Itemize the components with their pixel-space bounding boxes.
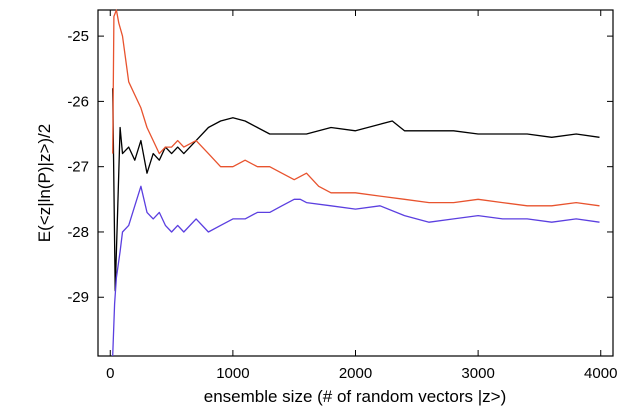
x-axis-title: ensemble size (# of random vectors |z>) [204,387,507,406]
x-tick-label: 2000 [339,365,372,382]
y-axis: -29 -28 -27 -26 -25 [67,28,613,306]
y-tick-label: -29 [67,289,89,306]
y-axis-title: E(<z|ln(P)|z>)/2 [35,124,54,242]
series-layer [112,9,600,357]
x-tick-label: 4000 [584,365,617,382]
series-line-1 [112,88,600,292]
plot-frame [97,9,614,357]
y-tick-label: -28 [67,224,89,241]
x-tick-label: 0 [106,365,114,382]
y-tick-label: -27 [67,159,89,176]
y-tick-label: -26 [67,93,89,110]
x-tick-label: 1000 [216,365,249,382]
x-axis: 0 1000 2000 3000 4000 [106,10,617,382]
y-tick-label: -25 [67,28,89,45]
series-line-3 [112,185,600,357]
series-line-2 [112,9,600,207]
x-tick-label: 3000 [461,365,494,382]
